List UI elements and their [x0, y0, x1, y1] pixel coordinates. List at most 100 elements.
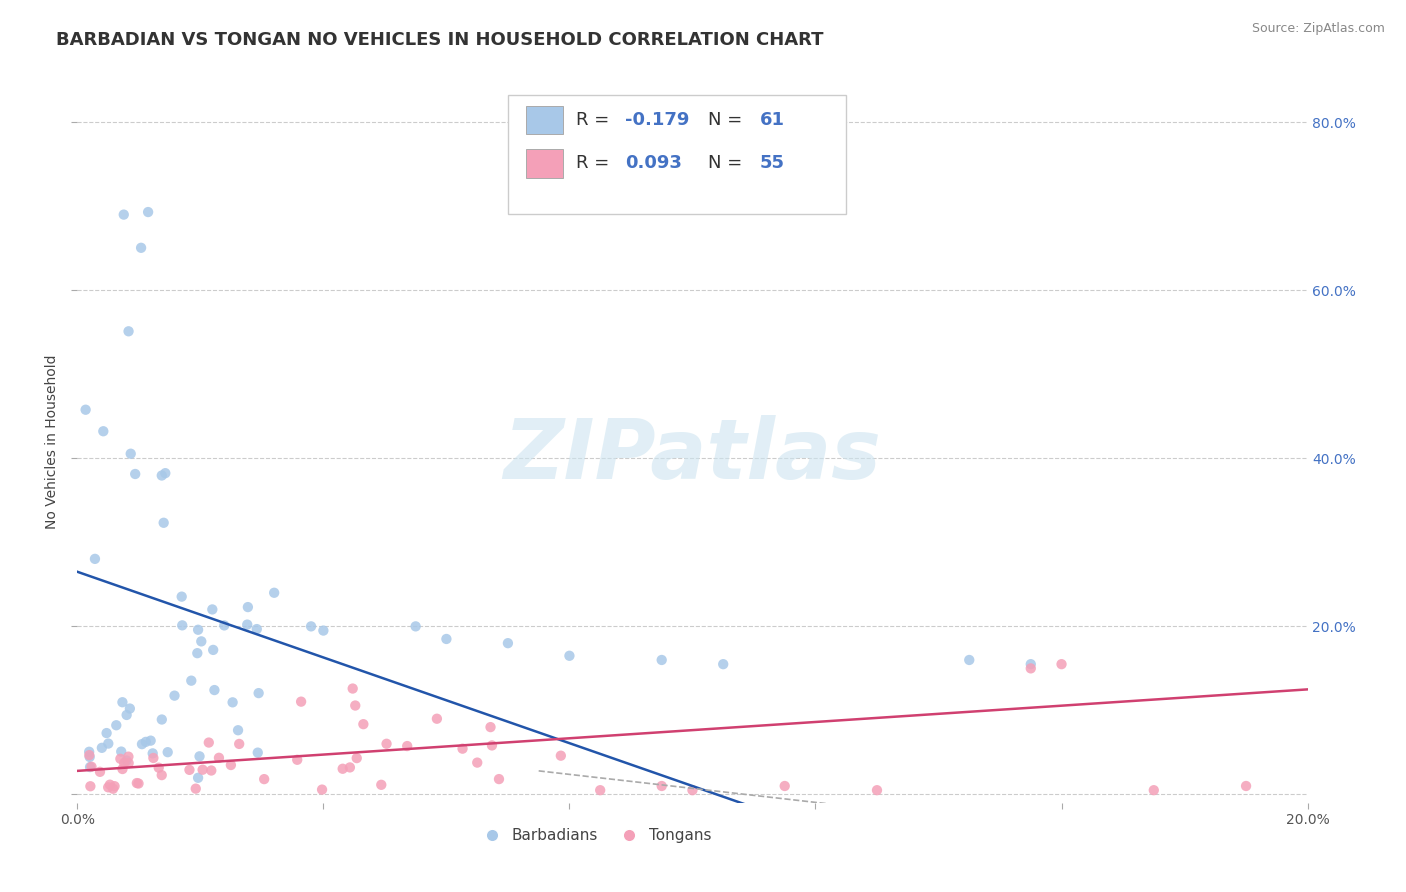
Text: Source: ZipAtlas.com: Source: ZipAtlas.com [1251, 22, 1385, 36]
Point [346, 751, 368, 765]
Point [1019, 661, 1042, 675]
Point [187, 771, 209, 785]
Point [77, 745, 100, 759]
Point [112, 208, 135, 222]
Point [221, 695, 243, 709]
Point [247, 686, 270, 700]
FancyBboxPatch shape [508, 95, 846, 214]
Point [246, 622, 269, 636]
Point [150, 768, 173, 782]
Point [651, 779, 673, 793]
Point [98, 778, 121, 792]
Point [155, 466, 177, 480]
Point [131, 737, 153, 751]
Point [186, 646, 208, 660]
Point [190, 634, 212, 648]
Point [142, 751, 165, 765]
Point [103, 779, 125, 793]
Point [120, 447, 142, 461]
Text: N =: N = [709, 111, 748, 129]
Text: N =: N = [709, 154, 748, 172]
Point [150, 713, 173, 727]
Point [253, 772, 276, 786]
Point [179, 763, 201, 777]
Point [558, 648, 581, 663]
Point [75, 402, 97, 417]
Point [191, 763, 214, 777]
Text: -0.179: -0.179 [624, 111, 689, 129]
Point [79, 750, 101, 764]
Point [110, 745, 132, 759]
Point [180, 673, 202, 688]
Point [152, 516, 174, 530]
Point [342, 681, 364, 696]
Point [91, 424, 114, 438]
Point [339, 760, 361, 774]
Point [150, 468, 173, 483]
Point [263, 586, 285, 600]
Point [1234, 779, 1257, 793]
Point [118, 701, 141, 715]
Point [202, 643, 225, 657]
Point [550, 748, 572, 763]
Point [117, 324, 139, 338]
Point [312, 624, 335, 638]
Point [299, 619, 322, 633]
FancyBboxPatch shape [526, 149, 564, 178]
Point [236, 600, 259, 615]
Point [125, 776, 148, 790]
Point [866, 783, 889, 797]
Point [112, 756, 135, 770]
Point [135, 735, 157, 749]
Point [115, 708, 138, 723]
Text: 61: 61 [761, 111, 785, 129]
Point [97, 780, 120, 795]
Point [200, 764, 222, 778]
Text: BARBADIAN VS TONGAN NO VEHICLES IN HOUSEHOLD CORRELATION CHART: BARBADIAN VS TONGAN NO VEHICLES IN HOUSE… [56, 31, 824, 49]
Point [481, 739, 503, 753]
Point [311, 782, 333, 797]
Point [117, 749, 139, 764]
Point [773, 779, 796, 793]
Point [1143, 783, 1166, 797]
Point [115, 754, 138, 768]
Point [89, 764, 111, 779]
Point [139, 733, 162, 747]
Point [187, 623, 209, 637]
Point [156, 745, 179, 759]
Point [163, 689, 186, 703]
Point [375, 737, 398, 751]
Point [80, 760, 103, 774]
Point [290, 695, 312, 709]
Point [79, 748, 101, 763]
Point [352, 717, 374, 731]
Point [97, 737, 120, 751]
Text: R =: R = [575, 154, 614, 172]
Point [214, 618, 236, 632]
FancyBboxPatch shape [526, 105, 564, 135]
Point [110, 752, 132, 766]
Point [405, 619, 427, 633]
Point [96, 726, 118, 740]
Point [188, 749, 211, 764]
Point [84, 552, 107, 566]
Point [136, 205, 159, 219]
Point [128, 776, 150, 790]
Point [90, 740, 112, 755]
Point [651, 653, 673, 667]
Point [711, 657, 734, 672]
Point [479, 720, 502, 734]
Point [170, 590, 193, 604]
Point [172, 618, 194, 632]
Point [246, 746, 269, 760]
Point [682, 783, 704, 797]
Point [370, 778, 392, 792]
Point [101, 781, 124, 796]
Point [201, 602, 224, 616]
Point [111, 762, 134, 776]
Point [1050, 657, 1073, 672]
Point [111, 695, 134, 709]
Point [142, 747, 165, 761]
Point [332, 762, 354, 776]
Point [148, 761, 170, 775]
